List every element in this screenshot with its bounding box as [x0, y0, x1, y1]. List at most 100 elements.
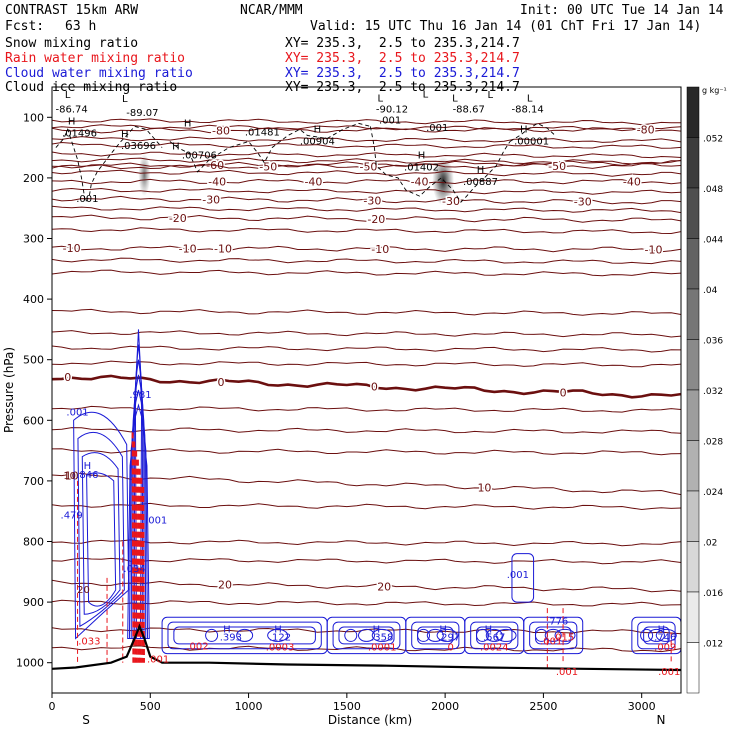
- y-tick-label: 400: [23, 293, 44, 306]
- contour-annotation: .001: [66, 407, 88, 418]
- contour-annotation: .0: [444, 643, 454, 654]
- contour-annotation: .001: [76, 194, 98, 205]
- colorbar-tick-label: .052: [703, 135, 723, 145]
- contour-annotation: L: [122, 94, 128, 105]
- header-org: NCAR/MMM: [240, 3, 303, 18]
- x-tick-label: 500: [140, 700, 161, 713]
- isotherm-label: -30: [202, 193, 220, 206]
- contour-annotation: .00904: [300, 137, 335, 148]
- contour-annotation: .01496: [62, 129, 97, 140]
- contour-annotation: .0003: [266, 643, 295, 654]
- isotherm-line-labeled: [52, 127, 681, 134]
- isotherm-label: -30: [363, 194, 381, 207]
- contour-annotation: .009: [654, 643, 676, 654]
- cloud-water-contour: [73, 411, 130, 640]
- contour-annotation: H: [477, 165, 485, 176]
- x-tick-label: 1500: [333, 700, 361, 713]
- contour-annotation: H: [172, 141, 180, 152]
- cloud-water-contour: [417, 628, 431, 642]
- contour-annotation: -88.14: [512, 104, 544, 115]
- isotherm-label: 10: [65, 469, 79, 482]
- isotherm-line: [52, 557, 681, 565]
- isotherm-label: 20: [377, 581, 391, 594]
- isotherm-line-labeled: [52, 163, 681, 170]
- contour-annotation: L: [527, 94, 533, 105]
- contour-annotation: .03696: [121, 141, 156, 152]
- isotherm-label: -30: [574, 196, 592, 209]
- contour-annotation: -88.67: [453, 104, 485, 115]
- cloud-water-contour: [655, 628, 677, 642]
- colorbar-tick-label: .04: [703, 286, 718, 296]
- contour-annotation: H: [373, 624, 381, 635]
- header-valid: Valid: 15 UTC Thu 16 Jan 14 (01 ChT Fri …: [310, 19, 702, 34]
- contour-annotation: .746: [654, 632, 676, 643]
- y-tick-label: 100: [23, 111, 44, 124]
- colorbar-tick-label: .02: [703, 539, 717, 549]
- y-tick-label: 900: [23, 596, 44, 609]
- isotherm-line: [52, 141, 681, 149]
- isotherm-label: -10: [214, 243, 232, 256]
- contour-annotation: H: [121, 129, 129, 140]
- isotherm-label: -50: [259, 161, 277, 174]
- isotherm-line: [52, 502, 681, 511]
- contour-annotation: .358: [371, 632, 393, 643]
- cloud-ice-contour: [509, 122, 556, 142]
- colorbar-tick-label: .012: [703, 640, 723, 650]
- contour-annotation: .033: [78, 637, 100, 648]
- contour-annotation: .001: [540, 637, 562, 648]
- isotherm-label: -30: [442, 195, 460, 208]
- isotherm-line: [52, 599, 681, 607]
- y-tick-label: 800: [23, 536, 44, 549]
- isotherm-label: -50: [359, 160, 377, 173]
- isotherm-line: [52, 157, 681, 165]
- contour-annotation: .001: [379, 115, 401, 126]
- isotherm-label: -10: [63, 242, 81, 255]
- contour-annotation: -90.12: [376, 104, 408, 115]
- y-tick-label: 300: [23, 233, 44, 246]
- contour-annotation: H: [418, 151, 426, 162]
- field-rain-xy: XY= 235.3, 2.5 to 235.3,214.7: [285, 51, 520, 66]
- cloud-ice-contour: [55, 125, 163, 204]
- cloud-water-contour: [511, 553, 535, 603]
- contour-annotation: .393: [220, 632, 242, 643]
- isotherm-line: [52, 427, 681, 434]
- cloud-water-contour: [529, 621, 578, 650]
- isotherm-line: [52, 405, 681, 413]
- y-axis-label: Pressure (hPa): [2, 347, 16, 433]
- colorbar-segment: [686, 389, 700, 441]
- colorbar-segment: [686, 238, 700, 290]
- colorbar-segment: [686, 591, 700, 643]
- contour-annotation: L: [377, 94, 383, 105]
- contour-annotation: .00001: [514, 137, 549, 148]
- isotherm-label: -80: [637, 123, 655, 136]
- cloud-water-contour: [640, 628, 654, 642]
- contour-annotation: L: [65, 90, 71, 101]
- isotherm-label: -20: [367, 213, 385, 226]
- isotherm-line: [52, 227, 681, 235]
- isotherm-label: -10: [179, 242, 197, 255]
- isotherm-label: -40: [411, 176, 429, 189]
- isotherm-line: [52, 330, 681, 338]
- cloud-water-contour: [127, 403, 150, 639]
- cloud-water-contour: [338, 626, 395, 645]
- colorbar-segment: [686, 541, 700, 593]
- header-init: Init: 00 UTC Tue 14 Jan 14: [520, 3, 724, 18]
- colorbar-tick-label: .032: [703, 387, 723, 397]
- cloud-water-contour: [426, 628, 444, 642]
- contour-annotation: L: [488, 90, 494, 101]
- cloud-water-contour: [637, 621, 676, 650]
- x-end-label-left: S: [82, 713, 90, 727]
- colorbar-tick-label: .044: [703, 236, 723, 246]
- field-rain-name: Rain water mixing ratio: [5, 51, 186, 66]
- isotherm-line: [52, 187, 681, 195]
- cloud-water-contour: [332, 621, 401, 650]
- colorbar-segment: [686, 86, 700, 138]
- cloud-water-contour: [344, 628, 358, 642]
- snow-shading-blob: [138, 153, 151, 197]
- isotherm-line: [52, 205, 681, 214]
- rain-water-contour: [138, 468, 142, 663]
- isotherm-line: [52, 360, 681, 368]
- field-cloud-water-name: Cloud water mixing ratio: [5, 66, 193, 81]
- contour-annotation: H: [84, 461, 92, 472]
